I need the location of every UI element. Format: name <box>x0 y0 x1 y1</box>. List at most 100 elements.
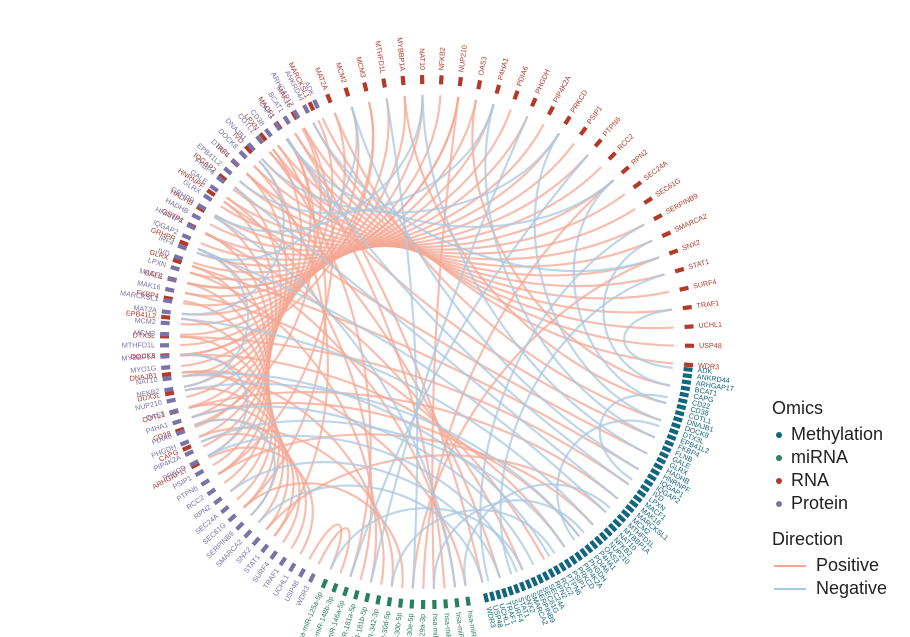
protein-tick <box>273 121 282 132</box>
protein-tick <box>235 521 245 531</box>
legend-title-direction: Direction <box>772 529 844 549</box>
rna-tick <box>172 257 183 265</box>
link-negative <box>200 419 566 548</box>
protein-tick <box>168 408 179 415</box>
link-positive <box>189 271 378 583</box>
methylation-tick <box>482 592 490 603</box>
rna-label: NAT10 <box>418 48 427 70</box>
link-positive <box>192 103 495 274</box>
rna-tick <box>174 426 185 434</box>
rna-label: SERPINB9 <box>664 191 700 216</box>
positive-swatch <box>774 564 806 567</box>
protein-tick <box>196 202 207 212</box>
rna-tick <box>512 90 520 101</box>
methylation-tick <box>676 403 687 411</box>
rna-tick <box>381 78 387 88</box>
mirna-label: hsa-miR-29a-3p <box>417 614 427 637</box>
protein-tick <box>215 175 226 185</box>
rna-tick <box>652 213 663 222</box>
protein-tick <box>230 158 241 168</box>
rna-label: PDIA6 <box>514 65 530 88</box>
mirna-tick <box>375 595 382 605</box>
link-negative <box>602 239 671 387</box>
link-negative <box>285 138 615 228</box>
rna-tick <box>181 444 192 452</box>
link-negative <box>180 353 249 457</box>
methylation-tick <box>682 373 693 379</box>
methylation-tick <box>541 571 550 582</box>
rna-tick <box>679 285 689 292</box>
protein-tick <box>302 104 310 114</box>
rna-label: MYBBP1A <box>395 37 407 72</box>
rna-label: NFKB2 <box>437 47 447 71</box>
protein-tick <box>162 298 173 304</box>
rna-tick <box>668 248 679 256</box>
methylation-label: CD22 <box>691 398 711 411</box>
protein-tick <box>308 572 316 583</box>
rna-tick <box>163 295 173 302</box>
rna-tick <box>530 97 538 108</box>
rna-tick <box>620 165 631 175</box>
methylation-tick <box>656 456 667 465</box>
legend-item-protein: Protein <box>772 492 910 515</box>
link-negative <box>385 98 419 589</box>
protein-tick <box>227 513 237 523</box>
link-negative <box>421 95 648 455</box>
protein-tick <box>220 505 230 515</box>
rna-label: EPB41L2 <box>126 308 157 320</box>
rna-label: MTHFD1L <box>373 40 387 74</box>
methylation-tick <box>589 539 599 550</box>
rna-label: MCM2 <box>334 61 349 84</box>
methylation-tick <box>650 467 661 476</box>
protein-tick <box>184 449 195 457</box>
protein-tick <box>278 556 288 567</box>
rna-tick <box>258 132 268 142</box>
protein-tick <box>269 550 279 560</box>
link-negative <box>194 418 276 516</box>
methylation-tick <box>632 494 643 503</box>
protein-tick <box>288 562 297 573</box>
rna-label: P4HA1 <box>495 57 510 81</box>
link-negative <box>369 115 529 583</box>
rna-label: PTPN6 <box>601 115 623 138</box>
link-positive <box>209 132 561 252</box>
methylation-tick <box>674 409 685 417</box>
rna-tick <box>476 79 483 90</box>
protein-tick <box>223 166 233 176</box>
rna-label: NUP210 <box>456 45 468 73</box>
link-positive <box>191 264 640 471</box>
mirna-tick <box>386 597 393 607</box>
protein-label: MYO1G <box>130 363 157 375</box>
methylation-tick <box>670 421 681 429</box>
mirna-label: hsa-miR-30e-5p <box>403 613 415 637</box>
protein-tick <box>191 212 202 221</box>
rna-tick <box>661 230 672 239</box>
link-negative <box>312 122 660 273</box>
protein-label: NAT10 <box>135 375 158 387</box>
methylation-tick <box>547 568 556 579</box>
link-negative <box>499 273 665 575</box>
rna-label: SURF4 <box>692 277 717 291</box>
rna-tick <box>674 266 685 274</box>
protein-tick <box>246 142 256 152</box>
link-positive <box>403 95 667 405</box>
methylation-label: ANKRD44 <box>696 372 730 385</box>
protein-swatch <box>776 500 782 507</box>
rna-label: TRAF1 <box>696 298 720 310</box>
methylation-tick <box>628 499 639 509</box>
link-negative <box>329 507 524 571</box>
rna-tick <box>563 115 572 126</box>
protein-tick <box>282 115 291 126</box>
protein-tick <box>164 386 174 393</box>
legend-label: miRNA <box>791 447 848 467</box>
omics-track <box>159 75 695 610</box>
rna-label: PRKCD <box>568 88 589 114</box>
methylation-tick <box>569 555 578 565</box>
rna-label: RCC2 <box>615 132 635 152</box>
rna-tick <box>546 105 555 116</box>
methylation-label: BCAT1 <box>694 385 718 398</box>
methylation-tick <box>672 416 683 423</box>
protein-tick <box>209 184 219 193</box>
methylation-tick <box>608 522 618 533</box>
methylation-tick <box>679 391 689 398</box>
